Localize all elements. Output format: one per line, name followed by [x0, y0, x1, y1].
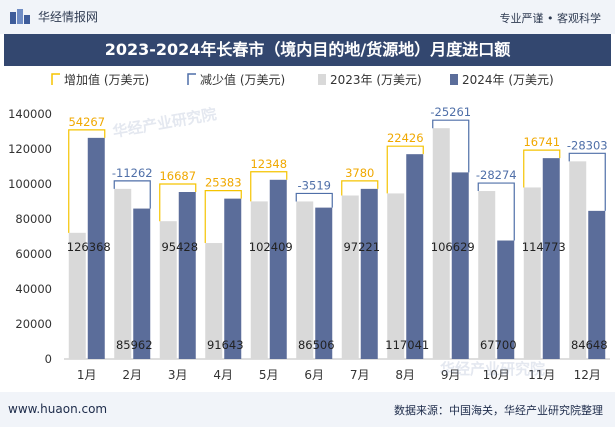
legend-increase-swatch: [51, 73, 60, 85]
brand: 华经情报网: [10, 8, 98, 25]
value-label-2024: 84648: [571, 338, 608, 352]
bar-2024: [406, 154, 424, 359]
bar-2024: [451, 172, 469, 359]
value-label-2024: 91643: [207, 338, 244, 352]
bar-2023: [432, 128, 450, 359]
watermark: 华经产业研究院: [440, 360, 546, 378]
bar-2024: [178, 192, 196, 359]
x-tick-label: 6月: [304, 368, 324, 382]
bar-2024: [497, 240, 515, 359]
y-tick-label: 0: [45, 352, 52, 366]
bar-2023: [478, 191, 496, 359]
bar-2024: [269, 179, 287, 359]
legend-decrease-swatch: [187, 73, 196, 85]
decrease-bracket: [113, 180, 151, 209]
y-tick-label: 80000: [15, 212, 52, 226]
value-label-2024: 106629: [431, 240, 475, 254]
bar-chart: 增加值 (万美元) 减少值 (万美元) 2023年 (万美元) 2024年 (万美元)…: [8, 72, 610, 382]
value-label-2024: 114773: [522, 240, 566, 254]
decrease-bracket: [432, 119, 470, 173]
value-label-2024: 86506: [298, 338, 335, 352]
y-tick-label: 100000: [8, 177, 52, 191]
bar-2023: [159, 221, 177, 359]
x-tick-label: 9月: [441, 368, 461, 382]
value-label-2024: 95428: [161, 240, 198, 254]
x-tick-label: 7月: [350, 368, 370, 382]
x-tick-label: 3月: [168, 368, 188, 382]
y-tick-label: 20000: [15, 317, 52, 331]
bar-2023: [341, 195, 359, 359]
x-tick-label: 10月: [483, 368, 510, 382]
legend-label: 2023年 (万美元): [330, 73, 422, 87]
brand-logo-icon: [10, 8, 30, 24]
increase-bracket: [341, 180, 379, 196]
bar-2023: [387, 193, 405, 359]
bar-2024: [87, 137, 105, 359]
bar-2023: [114, 188, 132, 359]
change-label: -28274: [476, 168, 517, 182]
x-tick-label: 4月: [213, 368, 233, 382]
value-label-2024: 117041: [385, 338, 429, 352]
bar-2023: [523, 187, 541, 359]
top-bar: 华经情报网 专业严谨 • 客观科学: [0, 0, 615, 34]
site-link[interactable]: www.huaon.com: [8, 402, 108, 416]
value-label-2024: 102409: [249, 240, 293, 254]
change-label: -3519: [298, 178, 331, 192]
x-tick-label: 8月: [395, 368, 415, 382]
x-tick-label: 1月: [77, 368, 97, 382]
increase-bracket: [386, 145, 424, 194]
y-tick-label: 60000: [15, 247, 52, 261]
y-tick-label: 140000: [8, 107, 52, 121]
value-label-2024: 126368: [67, 240, 111, 254]
decrease-bracket: [295, 192, 333, 208]
bar-2023: [205, 243, 223, 359]
bar-2023: [296, 201, 314, 359]
tagline: 专业严谨 • 客观科学: [499, 12, 601, 25]
legend-label: 2024年 (万美元): [462, 73, 554, 87]
change-label: -25261: [430, 105, 471, 119]
bar-2023: [68, 232, 86, 359]
value-label-2024: 85962: [116, 338, 153, 352]
change-label: 12348: [250, 157, 287, 171]
bar-2024: [133, 208, 151, 359]
value-label-2024: 67700: [480, 338, 517, 352]
change-label: 54267: [68, 115, 105, 129]
x-tick-label: 5月: [259, 368, 279, 382]
x-tick-label: 12月: [574, 368, 601, 382]
change-label: 25383: [205, 176, 242, 190]
increase-bracket: [204, 190, 242, 244]
chart-title: 2023-2024年长春市（境内目的地/货源地）月度进口额: [4, 34, 611, 66]
x-tick-label: 11月: [528, 368, 555, 382]
increase-bracket: [159, 183, 197, 222]
change-label: 16687: [159, 169, 196, 183]
bar-2024: [588, 210, 606, 359]
y-tick-label: 40000: [15, 282, 52, 296]
footer: www.huaon.com 数据来源：中国海关，华经产业研究院整理: [0, 392, 615, 427]
change-label: -11262: [112, 166, 153, 180]
change-label: -28303: [567, 138, 608, 152]
x-tick-label: 2月: [122, 368, 142, 382]
data-source: 数据来源：中国海关，华经产业研究院整理: [394, 404, 603, 417]
decrease-bracket: [477, 182, 515, 241]
increase-bracket: [523, 149, 561, 188]
legend-swatch: [318, 74, 326, 85]
value-label-2024: 97221: [343, 240, 380, 254]
legend-label: 减少值 (万美元): [200, 72, 285, 87]
increase-bracket: [250, 171, 288, 202]
increase-bracket: [68, 129, 106, 233]
y-tick-label: 120000: [8, 142, 52, 156]
bar-2024: [315, 207, 333, 359]
bar-2024: [542, 158, 560, 359]
change-label: 3780: [345, 166, 374, 180]
bar-2023: [250, 201, 268, 359]
change-label: 22426: [387, 131, 424, 145]
decrease-bracket: [568, 152, 606, 211]
brand-name: 华经情报网: [38, 10, 99, 24]
bar-2024: [224, 198, 242, 359]
legend-swatch: [450, 74, 458, 85]
legend-label: 增加值 (万美元): [64, 72, 149, 87]
bar-2023: [569, 161, 587, 359]
bar-2024: [360, 188, 378, 359]
change-label: 16741: [523, 135, 560, 149]
